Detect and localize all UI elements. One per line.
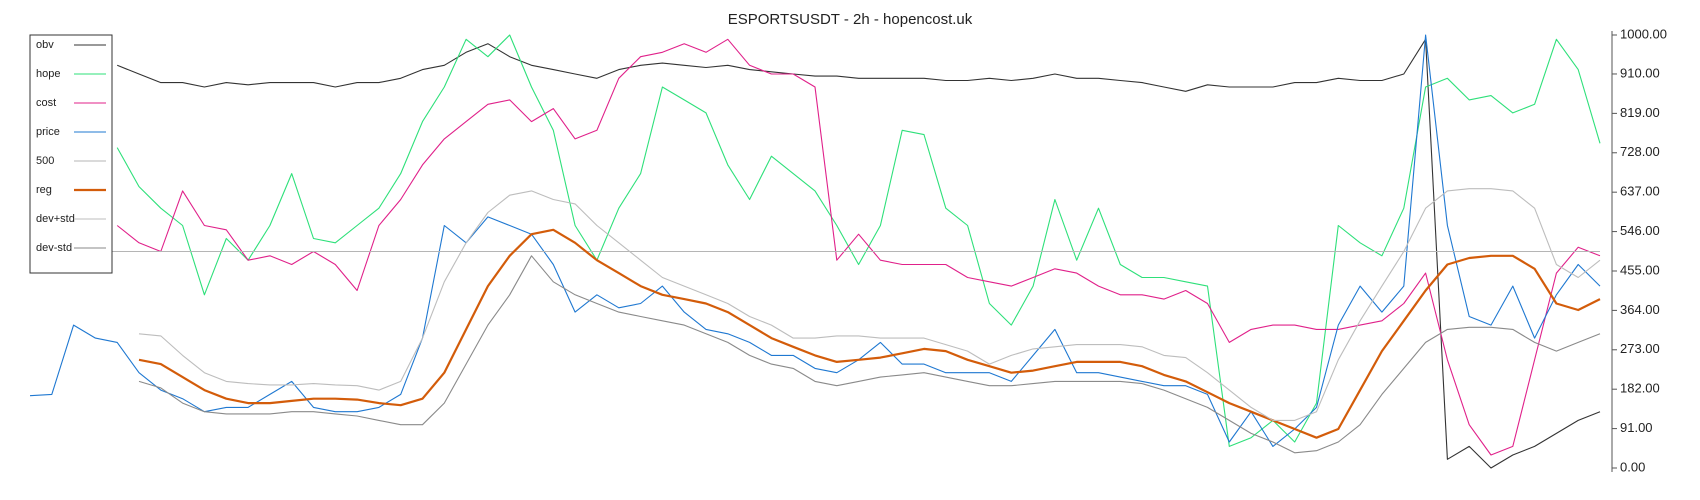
line-6 (138, 188, 1601, 421)
y-tick-label: 273.00 (1620, 341, 1660, 356)
y-tick-label: 819.00 (1620, 105, 1660, 120)
legend-label: dev+std (36, 213, 75, 225)
line-3 (29, 34, 1601, 447)
y-tick-label: 1000.00 (1620, 26, 1667, 41)
lines (29, 34, 1601, 469)
y-tick-label: 637.00 (1620, 184, 1660, 199)
legend-label: price (36, 126, 60, 138)
y-tick-label: 364.00 (1620, 302, 1660, 317)
y-tick-label: 91.00 (1620, 420, 1653, 435)
legend-label: 500 (36, 155, 54, 167)
legend-label: reg (36, 184, 52, 196)
line-5 (138, 228, 1601, 439)
line-0 (116, 38, 1601, 469)
line-7 (138, 255, 1601, 454)
y-tick-label: 455.00 (1620, 262, 1660, 277)
line-2 (116, 38, 1601, 456)
y-tick-label: 0.00 (1620, 459, 1645, 474)
legend-label: obv (36, 39, 54, 51)
y-tick-label: 182.00 (1620, 381, 1660, 396)
chart-title: ESPORTSUSDT - 2h - hopencost.uk (728, 11, 973, 28)
legend-label: dev-std (36, 242, 72, 254)
y-tick-label: 728.00 (1620, 144, 1660, 159)
legend-box (29, 34, 113, 274)
legend-label: hope (36, 68, 60, 80)
y-axis: 0.00 91.00 182.00 273.00 364.00 455.00 546.00 6… (1611, 26, 1667, 474)
line-1 (116, 34, 1601, 447)
y-tick-label: 910.00 (1620, 65, 1660, 80)
y-tick-label: 546.00 (1620, 223, 1660, 238)
legend-label: cost (36, 97, 56, 109)
legend: obv hope cost price 500 reg dev+std dev-std (29, 34, 113, 274)
